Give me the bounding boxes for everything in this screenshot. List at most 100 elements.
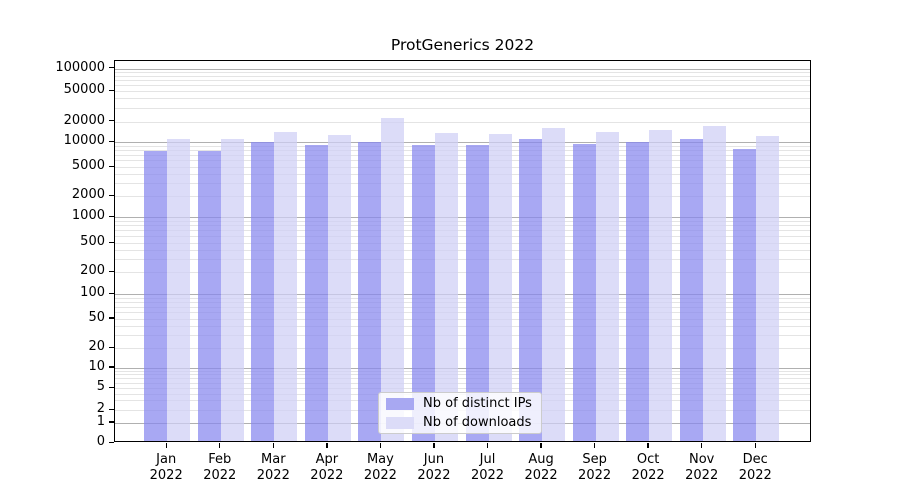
grid-line-major xyxy=(115,217,810,218)
grid-line-minor xyxy=(115,388,810,390)
x-tick xyxy=(165,443,167,448)
grid-line-minor xyxy=(115,325,810,327)
bar-distinct-ips xyxy=(144,150,168,441)
x-tick xyxy=(433,443,435,448)
y-tick xyxy=(109,120,114,122)
x-tick xyxy=(754,443,756,448)
bar-downloads xyxy=(220,138,244,441)
grid-line-minor xyxy=(115,196,810,197)
grid-line-minor xyxy=(115,150,810,152)
bar-downloads xyxy=(702,126,726,441)
y-tick-label: 2 xyxy=(96,401,105,416)
grid-line-minor xyxy=(115,306,810,308)
bar-distinct-ips xyxy=(358,142,382,441)
x-tick-label: Nov 2022 xyxy=(685,452,719,483)
grid-line-major xyxy=(115,294,810,295)
y-tick-label: 50000 xyxy=(63,82,105,97)
grid-line-minor xyxy=(115,145,810,147)
y-tick-label: 20000 xyxy=(63,112,105,128)
bar-downloads xyxy=(488,133,512,441)
grid-line-minor xyxy=(115,91,810,92)
x-tick-label: Mar 2022 xyxy=(256,452,290,483)
grid-line-minor xyxy=(115,382,810,384)
legend-swatch-distinct-ips xyxy=(386,397,414,410)
bar-distinct-ips xyxy=(679,138,703,441)
y-tick xyxy=(109,241,114,243)
grid-line-minor xyxy=(115,272,810,273)
y-tick-label: 2000 xyxy=(71,187,105,202)
y-tick xyxy=(109,441,114,443)
grid-line-major xyxy=(115,142,810,143)
x-tick-label: Aug 2022 xyxy=(524,452,558,483)
y-tick xyxy=(109,421,114,423)
grid-line-minor xyxy=(115,225,810,227)
y-tick-label: 5 xyxy=(96,379,105,395)
x-tick-label: Apr 2022 xyxy=(310,452,344,483)
grid-line-minor xyxy=(115,301,810,303)
y-tick xyxy=(109,317,114,319)
y-tick-label: 5000 xyxy=(71,158,105,173)
x-tick xyxy=(379,443,382,448)
y-tick-label: 10 xyxy=(88,358,105,374)
x-tick xyxy=(593,443,596,448)
y-tick-label: 500 xyxy=(80,234,105,249)
bar-distinct-ips xyxy=(197,150,221,441)
bar-distinct-ips xyxy=(304,145,328,441)
y-tick xyxy=(109,346,114,348)
x-tick-label: Oct 2022 xyxy=(631,452,665,483)
x-tick xyxy=(272,443,274,448)
grid-line-minor xyxy=(115,108,810,109)
grid-line-minor xyxy=(115,167,810,168)
bar-downloads xyxy=(327,134,351,441)
legend-label-downloads: Nb of downloads xyxy=(423,415,532,430)
y-tick xyxy=(109,270,114,272)
y-tick-label: 1000 xyxy=(71,208,105,223)
chart-title: ProtGenerics 2022 xyxy=(390,36,535,54)
bar-distinct-ips xyxy=(251,142,275,441)
bar-downloads xyxy=(381,117,405,441)
grid-line-minor xyxy=(115,318,810,320)
grid-line-minor xyxy=(115,374,810,376)
y-tick xyxy=(109,67,114,69)
y-tick-label: 20 xyxy=(88,339,105,354)
y-tick xyxy=(109,165,114,167)
y-tick xyxy=(109,366,114,368)
y-tick-label: 10000 xyxy=(63,133,105,148)
legend-label-distinct-ips: Nb of distinct IPs xyxy=(423,396,532,411)
x-tick xyxy=(647,443,649,448)
legend-item-distinct-ips: Nb of distinct IPs xyxy=(386,396,541,411)
grid-line-major xyxy=(115,68,810,70)
bar-downloads xyxy=(167,138,191,441)
plot-area xyxy=(114,60,811,442)
grid-line-minor xyxy=(115,98,810,100)
grid-line-minor xyxy=(115,370,810,372)
x-tick-label: Sep 2022 xyxy=(578,452,612,483)
grid-line-minor xyxy=(115,236,810,238)
bar-distinct-ips xyxy=(733,149,757,441)
grid-line-minor xyxy=(115,121,810,123)
x-tick-label: Jul 2022 xyxy=(470,452,505,483)
grid-line-minor xyxy=(115,348,810,349)
x-tick-label: May 2022 xyxy=(363,452,397,483)
y-tick xyxy=(109,140,114,142)
y-tick xyxy=(109,194,114,196)
bar-downloads xyxy=(434,133,458,441)
grid-line-minor xyxy=(115,160,810,162)
bar-distinct-ips xyxy=(411,145,435,441)
grid-line-minor xyxy=(115,220,810,222)
grid-line-minor xyxy=(115,230,810,232)
bar-downloads xyxy=(542,128,566,441)
grid-line-minor xyxy=(115,80,810,82)
grid-line-major xyxy=(115,367,810,369)
grid-line-minor xyxy=(115,85,810,87)
y-tick-label: 200 xyxy=(80,263,105,278)
x-tick-label: Jan 2022 xyxy=(149,452,183,483)
y-tick xyxy=(109,292,114,294)
bar-distinct-ips xyxy=(519,139,543,441)
bar-distinct-ips xyxy=(572,144,596,441)
grid-line-minor xyxy=(115,335,810,337)
grid-line-minor xyxy=(115,259,810,261)
y-tick-label: 1 xyxy=(96,413,105,429)
bar-downloads xyxy=(274,131,298,441)
grid-line-minor xyxy=(115,312,810,314)
